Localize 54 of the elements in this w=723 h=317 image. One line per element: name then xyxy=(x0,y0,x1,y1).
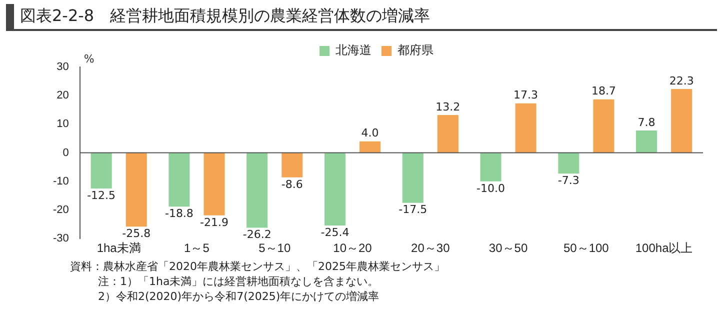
data-label: 13.2 xyxy=(436,100,460,114)
data-label: -10.0 xyxy=(476,182,505,195)
bar xyxy=(671,89,692,153)
data-label: 4.0 xyxy=(361,126,379,140)
y-tick-label: -20 xyxy=(52,204,69,216)
bar xyxy=(90,152,112,189)
legend-label: 都府県 xyxy=(398,43,434,58)
text: 注：1）「1ha未満」には経営耕地面積なしを含まない。 xyxy=(97,274,380,289)
y-axis-title: % xyxy=(84,52,94,66)
x-tick-label: 50～100 xyxy=(563,241,610,256)
text: 2）令和2(2020)年から令和7(2025)年にかけての増減率 xyxy=(97,289,380,304)
bar xyxy=(246,152,268,228)
bar xyxy=(204,152,225,216)
data-label: -8.6 xyxy=(281,178,303,191)
data-label: -7.3 xyxy=(558,174,580,188)
data-label: -18.8 xyxy=(164,206,194,220)
bar xyxy=(515,103,536,153)
bar xyxy=(324,152,346,226)
data-label: -17.5 xyxy=(398,203,428,216)
data-label: 7.8 xyxy=(638,116,656,129)
bar xyxy=(126,152,147,227)
x-tick-label: 20～30 xyxy=(411,241,450,256)
y-tick-label: -10 xyxy=(52,175,69,188)
bar xyxy=(593,99,614,153)
data-label: -26.2 xyxy=(242,228,272,242)
bar xyxy=(437,115,458,153)
data-label: 17.3 xyxy=(514,88,538,102)
data-label: -25.8 xyxy=(122,226,151,240)
bar xyxy=(558,152,580,174)
y-tick-label: 20 xyxy=(56,90,69,102)
text: 資料：農林水産省「2020年農林業センサス」、「2025年農林業センサス」 xyxy=(70,259,446,274)
data-label: -12.5 xyxy=(87,188,116,202)
data-label: 18.7 xyxy=(591,84,616,98)
bar xyxy=(636,130,658,153)
x-tick-label: 1～5 xyxy=(184,241,210,256)
data-label: -25.4 xyxy=(320,226,350,239)
y-tick-label: 0 xyxy=(62,146,69,159)
chart-title: 図表2-2-8 経営耕地面積規模別の農業経営体数の増減率 xyxy=(6,4,717,31)
y-tick-label: 10 xyxy=(56,118,69,130)
legend-label: 北海道 xyxy=(336,43,372,58)
y-tick-label: 30 xyxy=(56,61,69,74)
bar xyxy=(168,152,190,207)
bar xyxy=(282,152,303,178)
bar xyxy=(480,152,502,182)
x-tick-label: 1ha未満 xyxy=(96,241,141,256)
data-label: -21.9 xyxy=(200,216,228,229)
bar xyxy=(360,141,381,153)
x-tick-label: 100ha以上 xyxy=(635,241,693,256)
x-tick-label: 5～10 xyxy=(258,241,291,256)
x-tick-label: 30～50 xyxy=(488,241,528,256)
data-label: 22.3 xyxy=(669,74,694,88)
x-tick-label: 10～20 xyxy=(333,241,372,256)
y-tick-label: -30 xyxy=(52,232,69,245)
bar xyxy=(402,152,424,203)
